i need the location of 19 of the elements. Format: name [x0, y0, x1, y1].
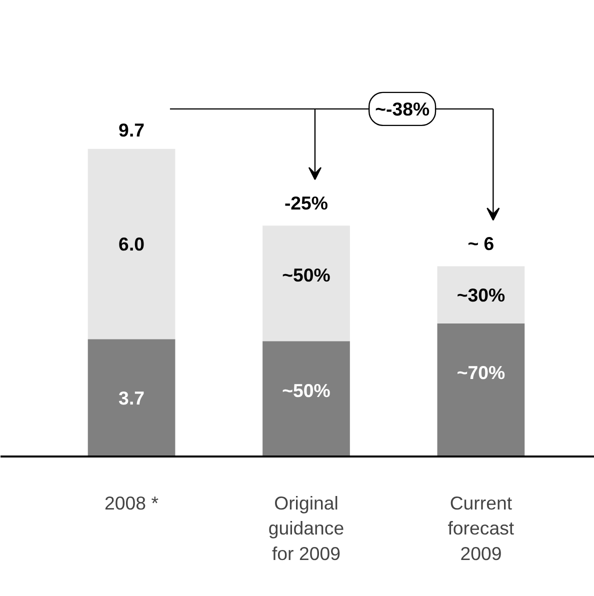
bar — [437, 266, 525, 324]
x-tick-label: Original guidance for 2009 — [268, 492, 344, 564]
bar — [262, 226, 350, 342]
annotation: ~50% — [282, 380, 331, 401]
data-label: 3.7 — [118, 387, 144, 408]
annotation: ~30% — [456, 284, 506, 306]
x-tick-label: Current forecast 2009 — [448, 492, 515, 564]
annotation: -25% — [284, 192, 328, 214]
bar — [262, 341, 350, 456]
text: ~-38% — [375, 98, 430, 120]
bar — [88, 148, 176, 340]
total-label: ~ 6 — [468, 232, 494, 254]
annotation: ~50% — [282, 264, 331, 286]
annotation: ~70% — [456, 362, 506, 384]
bar — [88, 339, 176, 456]
x-tick-label: 2008 * — [104, 492, 159, 514]
bar — [437, 323, 525, 456]
data-label: 6.0 — [118, 234, 144, 255]
total-label: 9.7 — [118, 120, 144, 141]
